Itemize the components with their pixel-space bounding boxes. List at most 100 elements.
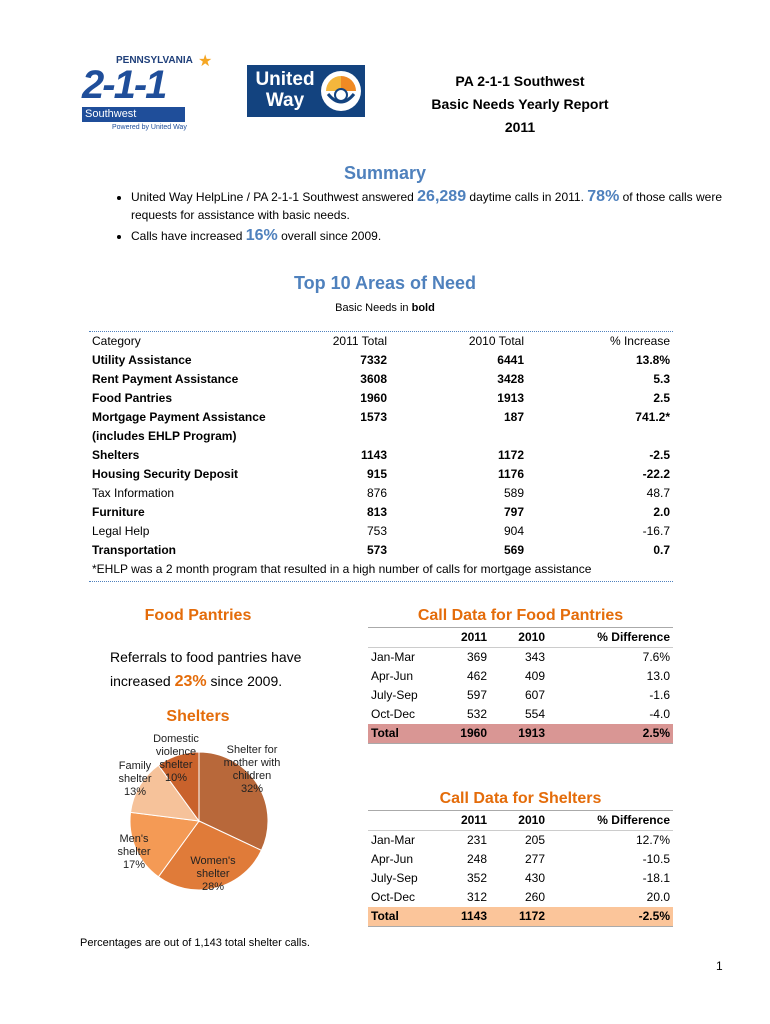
cell: 0.7 (653, 543, 670, 557)
bullet-text: Calls have increased (131, 229, 246, 243)
cell: Apr-Jun (371, 852, 414, 866)
column-header: % Difference (597, 813, 670, 827)
call-data-heading: Call Data for Food Pantries (417, 607, 624, 624)
title-line: PA 2-1-1 Southwest (455, 73, 585, 89)
pie-value-label: 28% (201, 881, 225, 893)
cell: -10.5 (642, 852, 670, 866)
logo-number: 2-1-1 (82, 63, 167, 107)
column-header: % Difference (597, 630, 670, 644)
cell: 2.5 (653, 391, 670, 405)
pie-label: Domestic violence shelter 10% (146, 733, 206, 785)
pie-value-label: 13% (123, 786, 147, 798)
cell: Rent Payment Assistance (92, 372, 239, 386)
pie-value-label: 17% (122, 859, 146, 871)
highlight-number: 78% (587, 188, 620, 205)
shelters-heading: Shelters (166, 708, 230, 725)
need-row: Furniture 813 797 2.0 (89, 503, 673, 522)
pie-value-label: 32% (240, 783, 264, 795)
uw-figure (334, 88, 348, 102)
bullet-text: daytime calls in 2011. (466, 190, 588, 204)
pie-label: Men's shelter 17% (114, 833, 154, 872)
total-cell: 2.5% (642, 726, 670, 740)
cell: Transportation (92, 543, 177, 557)
total-cell: 1172 (518, 909, 545, 923)
column-header: 2011 (460, 813, 487, 827)
cell: 3428 (497, 372, 524, 386)
cell: 1172 (497, 448, 524, 462)
call-data-table: 2011 2010 % Difference Jan-Mar 369 343 7.6% Apr… (368, 627, 673, 744)
pie-category: Men's shelter (117, 833, 151, 858)
column-header: 2011 (460, 630, 487, 644)
pa211-logo: PENNSYLVANIA ★ 2-1-1 Southwest Powered b… (80, 53, 215, 135)
top-needs-footnote: *EHLP was a 2 month program that resulte… (92, 562, 592, 576)
report-title: PA 2-1-1 Southwest Basic Needs Yearly Rep… (400, 70, 640, 139)
cell: -1.6 (649, 688, 670, 702)
cell: 13.8% (635, 353, 670, 367)
highlight-number: 26,289 (417, 188, 467, 205)
cell: 607 (524, 688, 545, 702)
logo-state: PENNSYLVANIA (116, 55, 193, 66)
cell: 369 (466, 650, 487, 664)
pie-category: Shelter for mother with children (223, 744, 281, 782)
cell: Oct-Dec (371, 890, 416, 904)
cell: -2.5 (649, 448, 670, 462)
need-row: Utility Assistance 7332 6441 13.8% (89, 351, 673, 370)
uw-word: Way (265, 90, 305, 111)
cell: -18.1 (642, 871, 670, 885)
food-pantries-text: Referrals to food pantries have increase… (110, 645, 315, 694)
need-row: Food Pantries 1960 1913 2.5 (89, 389, 673, 408)
need-row: Shelters 1143 1172 -2.5 (89, 446, 673, 465)
cell: Jan-Mar (371, 650, 416, 664)
pie-slice (157, 820, 263, 891)
cell: 813 (366, 505, 387, 519)
pie-slice (129, 764, 201, 822)
cell: -16.7 (642, 524, 670, 538)
cell: Oct-Dec (371, 707, 416, 721)
cell: 205 (524, 833, 545, 847)
cell: Shelters (92, 448, 140, 462)
cell: 1143 (360, 448, 387, 462)
shelters-footnote: Percentages are out of 1,143 total shelt… (80, 937, 310, 949)
cell: 1176 (497, 467, 524, 481)
cell: 597 (466, 688, 487, 702)
cell: Utility Assistance (92, 353, 192, 367)
total-cell: 1960 (460, 726, 487, 740)
cell: Tax Information (92, 486, 175, 500)
logo-region: Southwest (82, 107, 185, 122)
uw-rainbow (326, 76, 341, 91)
cell: 2.0 (653, 505, 670, 519)
period-row: Apr-Jun 248 277 -10.5 (368, 850, 673, 869)
summary-bullet: United Way HelpLine / PA 2-1-1 Southwest… (131, 188, 751, 224)
uw-hand (326, 93, 356, 104)
food-pantries-heading: Food Pantries (144, 607, 252, 624)
cell: 741.2* (635, 410, 670, 424)
column-header: 2011 Total (332, 334, 387, 348)
header-row: 2011 2010 % Difference (368, 628, 673, 648)
need-row: Rent Payment Assistance 3608 3428 5.3 (89, 370, 673, 389)
header-row: Category 2011 Total 2010 Total % Increase (89, 332, 673, 351)
cell: Apr-Jun (371, 669, 414, 683)
call-data-heading: Call Data for Shelters (439, 790, 602, 807)
cell: 915 (366, 467, 387, 481)
uw-rainbow (341, 76, 356, 91)
cell: 48.7 (646, 486, 670, 500)
need-row: Tax Information 876 589 48.7 (89, 484, 673, 503)
top-needs-heading: Top 10 Areas of Need (293, 273, 477, 293)
cell: -4.0 (649, 707, 670, 721)
pie-category: Women's shelter (190, 855, 236, 880)
cell: 6441 (497, 353, 524, 367)
cell: 589 (503, 486, 524, 500)
column-header: % Increase (609, 334, 670, 348)
need-row: Legal Help 753 904 -16.7 (89, 522, 673, 541)
cell: Housing Security Deposit (92, 467, 239, 481)
blank-header (368, 628, 438, 648)
total-row: Total 1143 1172 -2.5% (368, 907, 673, 927)
text: since 2009. (206, 673, 283, 689)
cell: 20.0 (646, 890, 670, 904)
top-needs-subtitle: Basic Needs in bold (285, 302, 485, 314)
cell: 532 (466, 707, 487, 721)
cell: 569 (503, 543, 524, 557)
logo-star: ★ (198, 53, 213, 70)
need-row: Transportation 573 569 0.7 (89, 541, 673, 560)
